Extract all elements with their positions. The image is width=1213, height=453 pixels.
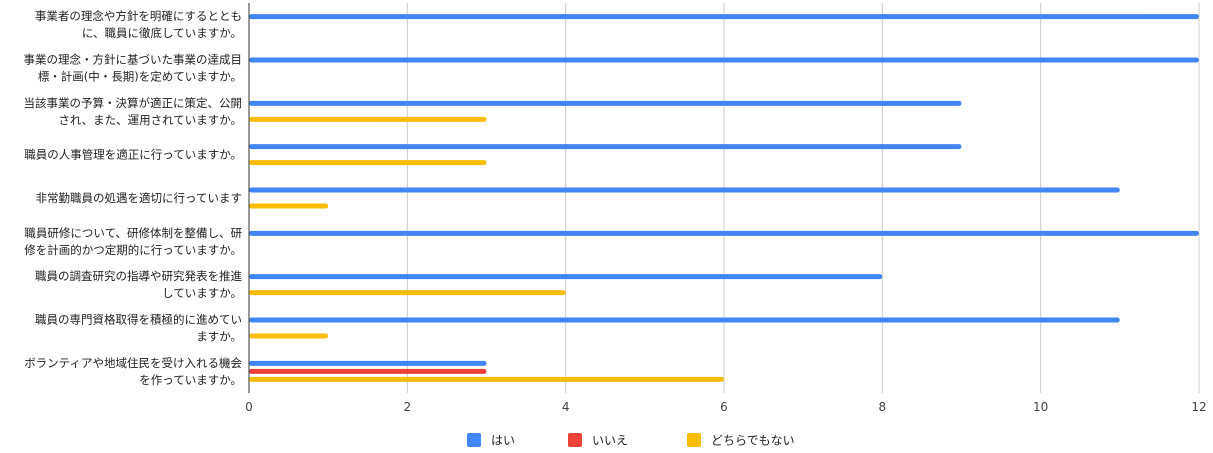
bar-c6-s0[interactable]	[249, 274, 883, 280]
x-tick-label-6: 12	[1191, 400, 1206, 414]
category-label-3-0: 職員の人事管理を適正に行っていますか。	[24, 148, 242, 162]
category-label-1-0: 事業の理念・方針に基づいた事業の達成目	[24, 53, 243, 67]
category-label-8-0: ボランティアや地域住民を受け入れる機会	[24, 356, 242, 370]
bar-c2-s0[interactable]	[249, 100, 962, 106]
category-label-5-0: 職員研修について、研修体制を整備し、研	[24, 226, 242, 240]
category-label-5-1: 修を計画的かつ定期的に行っていますか。	[24, 243, 242, 257]
bar-c2-s2[interactable]	[249, 116, 487, 122]
category-label-2-0: 当該事業の予算・決算が適正に策定、公開	[24, 96, 243, 110]
legend-swatch-0	[467, 433, 481, 447]
bar-c3-s2[interactable]	[249, 160, 487, 166]
category-label-8-1: を作っていますか。	[139, 373, 242, 387]
bar-c5-s0[interactable]	[249, 230, 1199, 236]
category-label-0-0: 事業者の理念や方針を明確にするととも	[35, 9, 242, 23]
bar-c4-s2[interactable]	[249, 203, 329, 209]
legend-swatch-2	[687, 433, 701, 447]
bar-c3-s0[interactable]	[249, 144, 962, 150]
x-tick-label-2: 4	[562, 400, 570, 414]
x-tick-label-4: 8	[879, 400, 887, 414]
x-tick-label-0: 0	[245, 400, 253, 414]
category-label-0-1: に、職員に徹底していますか。	[82, 26, 242, 40]
category-label-4-0: 非常勤職員の処遇を適切に行っています	[36, 191, 242, 205]
x-tick-label-1: 2	[404, 400, 412, 414]
category-label-7-1: ますか。	[196, 330, 242, 344]
bar-c6-s2[interactable]	[249, 290, 566, 296]
x-tick-label-3: 6	[720, 400, 728, 414]
legend-label-0: はい	[491, 434, 515, 448]
bar-c8-s1[interactable]	[249, 368, 487, 374]
legend-label-2: どちらでもない	[711, 434, 795, 448]
bar-c1-s0[interactable]	[249, 57, 1199, 63]
category-label-6-1: していますか。	[162, 286, 242, 300]
legend-label-1: いいえ	[592, 434, 628, 448]
bar-c7-s0[interactable]	[249, 317, 1120, 323]
bar-c0-s0[interactable]	[249, 14, 1199, 20]
legend-swatch-1	[568, 433, 582, 447]
bar-c4-s0[interactable]	[249, 187, 1120, 193]
bar-c7-s2[interactable]	[249, 333, 329, 339]
bar-c8-s2[interactable]	[249, 376, 724, 382]
category-label-7-0: 職員の専門資格取得を積極的に進めてい	[35, 313, 242, 327]
category-label-1-1: 標・計画(中・長期)を定めていますか。	[38, 70, 242, 84]
category-label-6-0: 職員の調査研究の指導や研究発表を推進	[35, 269, 242, 283]
bar-c8-s0[interactable]	[249, 360, 487, 366]
category-label-2-1: され、また、運用されていますか。	[58, 113, 242, 127]
x-tick-label-5: 10	[1033, 400, 1048, 414]
